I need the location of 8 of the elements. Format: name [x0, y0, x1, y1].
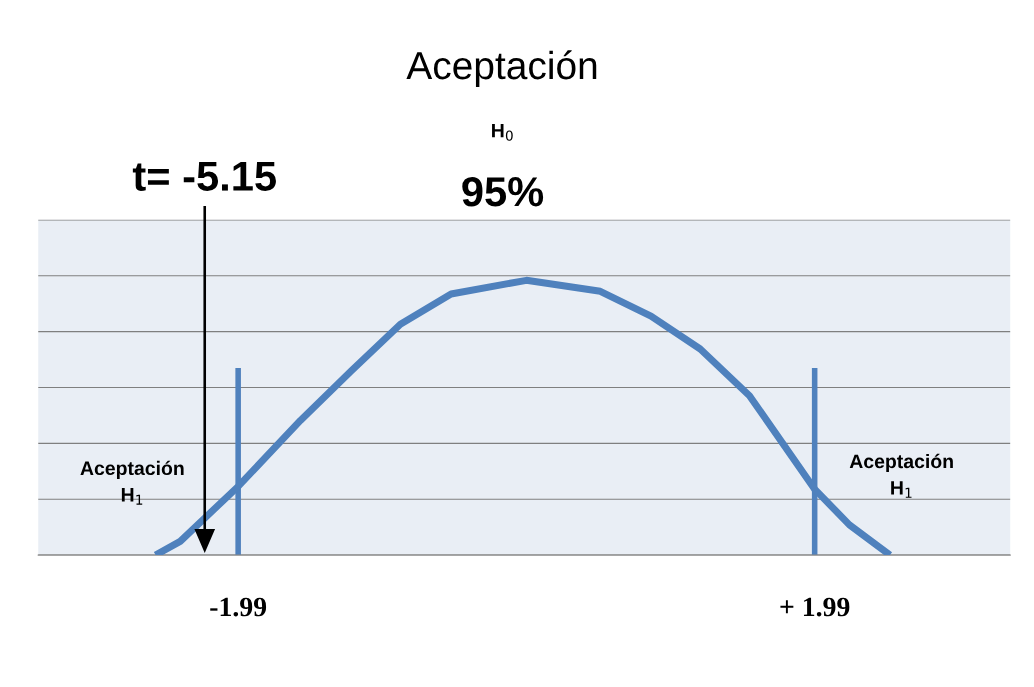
x-tick-label: + 1.99	[780, 597, 850, 617]
annotation: Aceptación H$_{1}$	[849, 453, 953, 498]
x-tick-label: -1.99	[210, 597, 267, 617]
chart-subtitle: H$_{0}$	[492, 123, 513, 141]
text: t= -5.15	[132, 161, 276, 191]
chart-title: Aceptación	[406, 50, 597, 88]
annotation: Aceptación H$_{1}$	[80, 460, 184, 505]
text: 95%	[462, 177, 544, 207]
